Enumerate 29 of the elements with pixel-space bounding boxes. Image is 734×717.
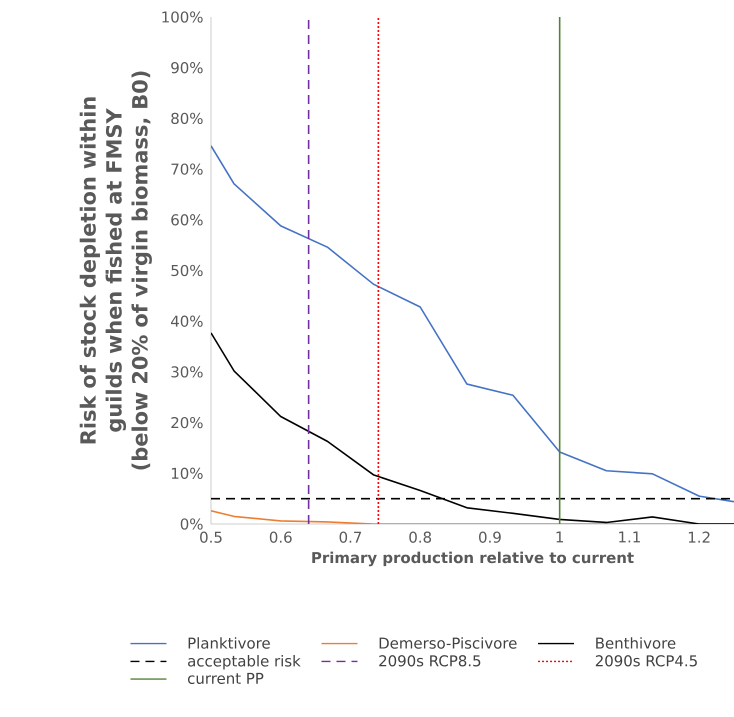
legend-label: 2090s RCP8.5 xyxy=(379,655,480,666)
y-tick-label: 20% xyxy=(171,416,203,428)
x-tick-label: 0.8 xyxy=(409,532,432,543)
x-tick-label: 0.5 xyxy=(200,532,222,543)
x-tick-label: 1.1 xyxy=(619,532,640,542)
legend-label: acceptable risk xyxy=(188,655,301,670)
x-tick-label: 1 xyxy=(556,532,564,542)
legend-label: 2090s RCP4.5 xyxy=(596,655,697,666)
legend-label: Planktivore xyxy=(188,637,270,649)
y-tick-label: 10% xyxy=(172,468,203,479)
y-tick-label: 70% xyxy=(171,163,203,175)
x-axis-title: Primary production relative to current xyxy=(312,552,634,566)
line-series xyxy=(211,144,734,502)
y-tick-label: 80% xyxy=(171,112,203,124)
x-tick-label: 0.9 xyxy=(479,532,501,543)
y-axis-title: Risk of stock depletion within guilds when fished at FMSY (below 20% of virgin biomass, B0) xyxy=(80,72,152,470)
x-tick-label: 0.6 xyxy=(270,532,292,543)
legend-label: current PP xyxy=(188,672,264,684)
y-tick-label: 50% xyxy=(171,264,203,276)
legend-label: Demerso-Piscivore xyxy=(380,637,517,649)
x-tick-label: 0.7 xyxy=(340,532,362,543)
y-tick-label: 90% xyxy=(171,62,203,74)
y-tick-label: 0% xyxy=(180,518,203,530)
x-tick-label: 1.2 xyxy=(688,532,710,543)
y-tick-label: 40% xyxy=(171,316,203,327)
legend-label: Benthivore xyxy=(596,637,676,649)
y-tick-label: 60% xyxy=(171,214,203,226)
y-tick-label: 100% xyxy=(162,11,203,23)
y-tick-label: 30% xyxy=(171,366,203,378)
